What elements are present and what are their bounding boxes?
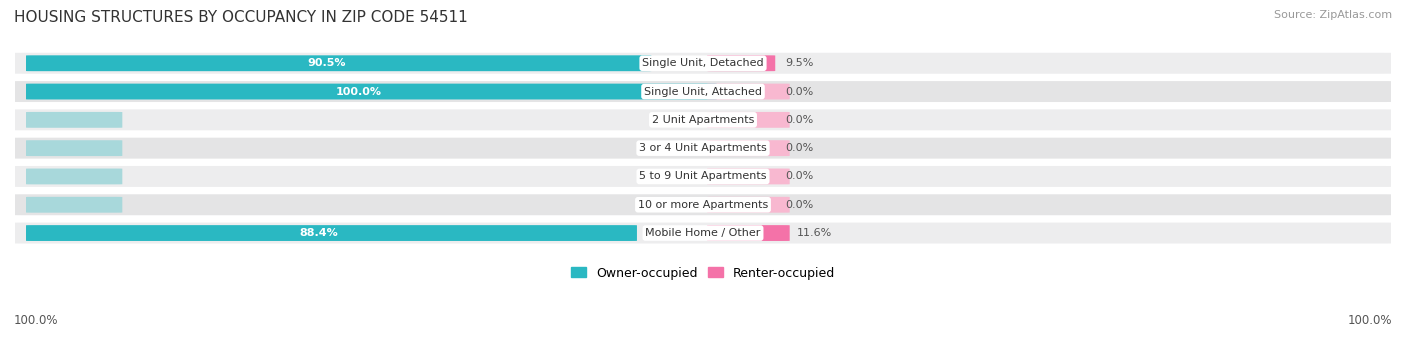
Text: 9.5%: 9.5%: [786, 58, 814, 68]
FancyBboxPatch shape: [8, 194, 1398, 215]
Text: 3 or 4 Unit Apartments: 3 or 4 Unit Apartments: [640, 143, 766, 153]
FancyBboxPatch shape: [25, 84, 717, 100]
FancyBboxPatch shape: [25, 225, 637, 241]
FancyBboxPatch shape: [8, 138, 1398, 159]
FancyBboxPatch shape: [707, 197, 790, 213]
Legend: Owner-occupied, Renter-occupied: Owner-occupied, Renter-occupied: [567, 262, 839, 284]
Text: 5 to 9 Unit Apartments: 5 to 9 Unit Apartments: [640, 172, 766, 181]
Text: 10 or more Apartments: 10 or more Apartments: [638, 200, 768, 210]
Text: 11.6%: 11.6%: [797, 228, 832, 238]
Text: 2 Unit Apartments: 2 Unit Apartments: [652, 115, 754, 125]
FancyBboxPatch shape: [8, 223, 1398, 243]
Text: 0.0%: 0.0%: [786, 143, 814, 153]
Text: Single Unit, Attached: Single Unit, Attached: [644, 87, 762, 97]
FancyBboxPatch shape: [8, 81, 1398, 102]
Text: 0.0%: 0.0%: [661, 200, 689, 210]
FancyBboxPatch shape: [25, 55, 651, 71]
FancyBboxPatch shape: [707, 140, 790, 156]
Text: HOUSING STRUCTURES BY OCCUPANCY IN ZIP CODE 54511: HOUSING STRUCTURES BY OCCUPANCY IN ZIP C…: [14, 10, 468, 25]
Text: 100.0%: 100.0%: [1347, 314, 1392, 327]
Text: 90.5%: 90.5%: [307, 58, 346, 68]
Text: 100.0%: 100.0%: [14, 314, 59, 327]
FancyBboxPatch shape: [25, 168, 122, 184]
FancyBboxPatch shape: [25, 197, 122, 213]
FancyBboxPatch shape: [707, 168, 790, 184]
Text: 0.0%: 0.0%: [786, 87, 814, 97]
Text: 88.4%: 88.4%: [299, 228, 339, 238]
Text: 0.0%: 0.0%: [786, 200, 814, 210]
Text: 100.0%: 100.0%: [336, 87, 382, 97]
Text: 0.0%: 0.0%: [661, 172, 689, 181]
FancyBboxPatch shape: [707, 225, 790, 241]
FancyBboxPatch shape: [707, 55, 775, 71]
Text: 0.0%: 0.0%: [661, 143, 689, 153]
FancyBboxPatch shape: [8, 53, 1398, 74]
FancyBboxPatch shape: [707, 112, 790, 128]
Text: 0.0%: 0.0%: [786, 115, 814, 125]
Text: 0.0%: 0.0%: [661, 115, 689, 125]
Text: Mobile Home / Other: Mobile Home / Other: [645, 228, 761, 238]
Text: Source: ZipAtlas.com: Source: ZipAtlas.com: [1274, 10, 1392, 20]
FancyBboxPatch shape: [8, 166, 1398, 187]
FancyBboxPatch shape: [8, 109, 1398, 130]
Text: Single Unit, Detached: Single Unit, Detached: [643, 58, 763, 68]
FancyBboxPatch shape: [25, 140, 122, 156]
Text: 0.0%: 0.0%: [786, 172, 814, 181]
FancyBboxPatch shape: [707, 84, 790, 100]
FancyBboxPatch shape: [25, 112, 122, 128]
